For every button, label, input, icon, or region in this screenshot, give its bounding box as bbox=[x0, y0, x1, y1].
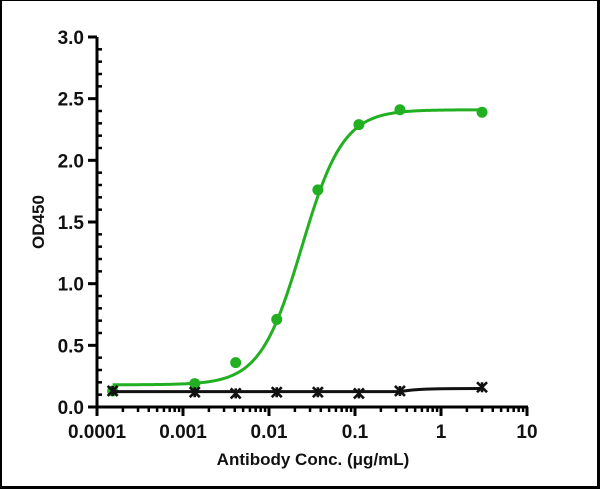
x-tick-label: 0.0001 bbox=[68, 422, 127, 443]
x-tick-label: 0.001 bbox=[159, 422, 207, 443]
data-point bbox=[189, 378, 201, 390]
series-antibody bbox=[107, 104, 488, 397]
y-tick-label: 0.5 bbox=[58, 336, 85, 357]
data-point-x bbox=[311, 386, 324, 399]
y-axis-title: OD450 bbox=[29, 195, 48, 249]
x-axis-title: Antibody Conc. (μg/mL) bbox=[217, 450, 410, 469]
x-tick-label: 0.01 bbox=[251, 422, 288, 443]
fit-line bbox=[112, 387, 483, 394]
data-point bbox=[353, 119, 365, 131]
data-point-x bbox=[394, 385, 406, 397]
data-point bbox=[476, 106, 488, 118]
series-layer bbox=[106, 104, 488, 400]
data-point bbox=[394, 104, 406, 116]
data-point bbox=[312, 184, 324, 196]
x-tick-label: 0.1 bbox=[342, 422, 369, 443]
data-point bbox=[230, 357, 242, 369]
y-tick-label: 1.0 bbox=[58, 275, 84, 296]
data-point bbox=[271, 313, 283, 325]
y-tick-label: 2.5 bbox=[58, 90, 85, 111]
data-point-x bbox=[270, 386, 283, 399]
y-tick-label: 3.0 bbox=[58, 28, 84, 49]
fit-curve bbox=[112, 108, 483, 387]
data-point-x bbox=[188, 386, 201, 399]
y-tick-label: 1.5 bbox=[58, 213, 85, 234]
data-point-x bbox=[476, 381, 488, 394]
x-tick-label: 1 bbox=[436, 422, 447, 443]
axes: 0.0 0.5 1.0 1.5 2.0 2.5 3.0 0.0001 0.001 0.01 0.1 1… bbox=[58, 28, 538, 443]
y-tick-label: 2.0 bbox=[58, 151, 84, 172]
y-tick-label: 0.0 bbox=[58, 398, 84, 419]
data-point-x bbox=[229, 387, 242, 400]
x-tick-label: 10 bbox=[516, 422, 537, 443]
data-point-x bbox=[106, 385, 119, 397]
data-point-x bbox=[352, 387, 365, 400]
series-control bbox=[106, 381, 488, 400]
